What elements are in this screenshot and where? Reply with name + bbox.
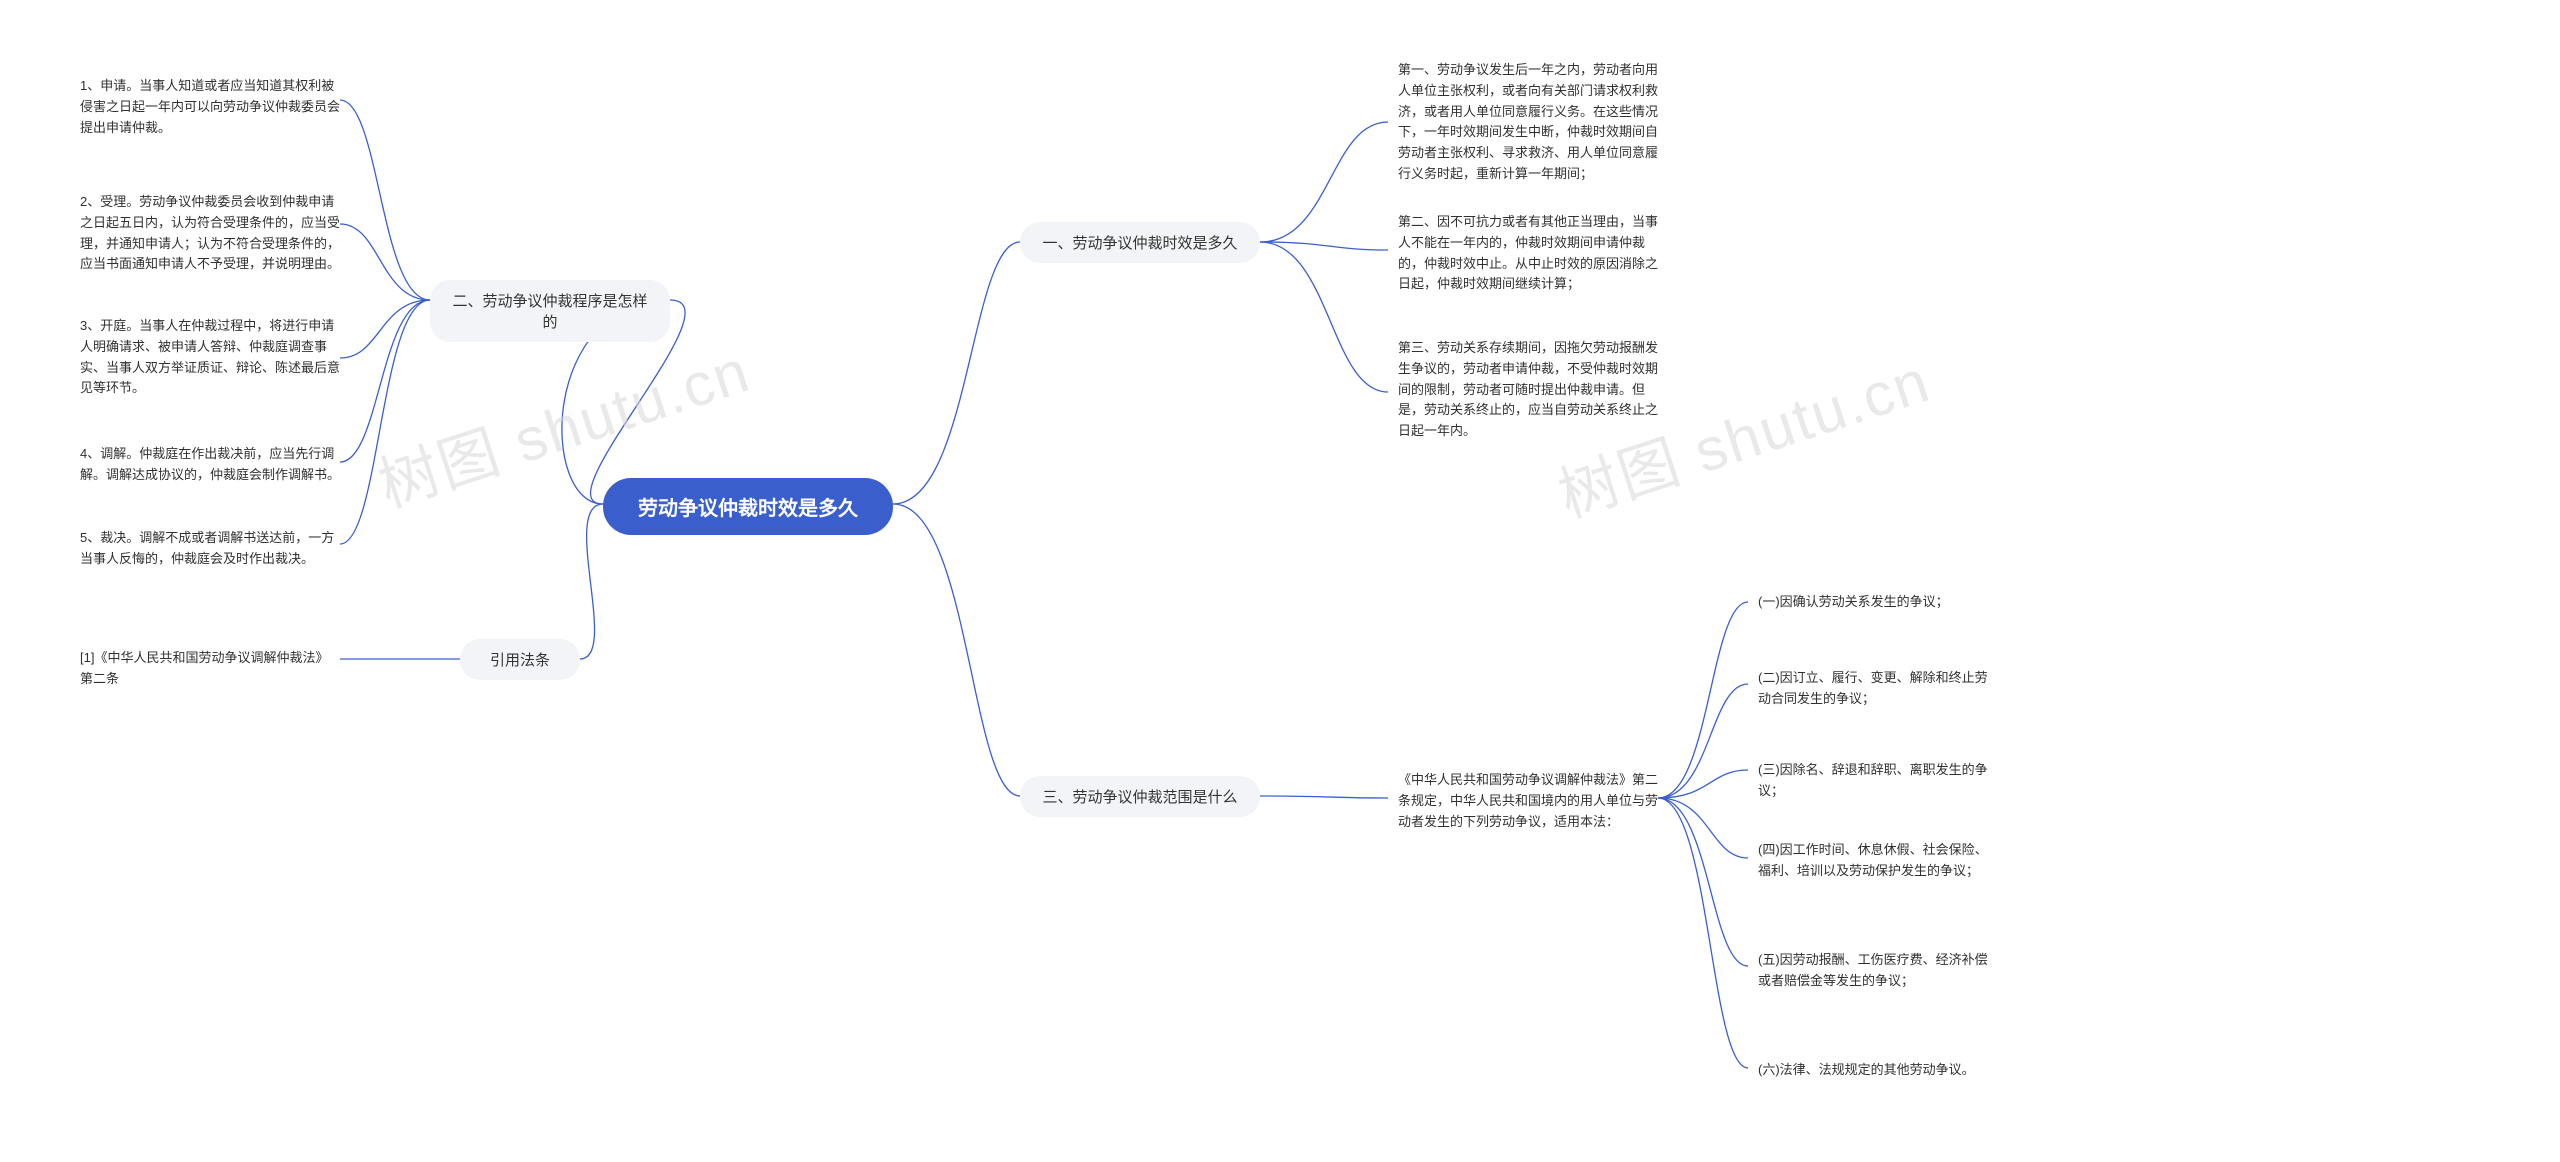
leaf-node: 4、调解。仲裁庭在作出裁决前，应当先行调解。调解达成协议的，仲裁庭会制作调解书。 xyxy=(80,444,340,486)
leaf-node: (二)因订立、履行、变更、解除和终止劳动合同发生的争议； xyxy=(1758,668,1998,710)
mindmap-canvas: 树图 shutu.cn 树图 shutu.cn 劳动争议仲裁时效是多久 一、劳动… xyxy=(0,0,2560,1162)
leaf-node: (一)因确认劳动关系发生的争议； xyxy=(1758,592,1998,613)
edge-layer xyxy=(0,0,2560,1162)
root-node[interactable]: 劳动争议仲裁时效是多久 xyxy=(603,478,893,535)
edge-layer-2 xyxy=(0,0,2560,1162)
branch-node-1[interactable]: 一、劳动争议仲裁时效是多久 xyxy=(1020,222,1260,263)
leaf-node: [1]《中华人民共和国劳动争议调解仲裁法》第二条 xyxy=(80,648,340,690)
leaf-node: (四)因工作时间、休息休假、社会保险、福利、培训以及劳动保护发生的争议； xyxy=(1758,840,1998,882)
leaf-node: (六)法律、法规规定的其他劳动争议。 xyxy=(1758,1060,1998,1081)
branch-node-2[interactable]: 二、劳动争议仲裁程序是怎样的 xyxy=(430,280,670,342)
leaf-node: 2、受理。劳动争议仲裁委员会收到仲裁申请之日起五日内，认为符合受理条件的，应当受… xyxy=(80,192,340,275)
leaf-node: 第三、劳动关系存续期间，因拖欠劳动报酬发生争议的，劳动者申请仲裁，不受仲裁时效期… xyxy=(1398,338,1658,442)
branch-node-3[interactable]: 三、劳动争议仲裁范围是什么 xyxy=(1020,776,1260,817)
leaf-node: 3、开庭。当事人在仲裁过程中，将进行申请人明确请求、被申请人答辩、仲裁庭调查事实… xyxy=(80,316,340,399)
leaf-node: (五)因劳动报酬、工伤医疗费、经济补偿或者赔偿金等发生的争议； xyxy=(1758,950,1998,992)
leaf-node: 第二、因不可抗力或者有其他正当理由，当事人不能在一年内的，仲裁时效期间申请仲裁的… xyxy=(1398,212,1658,295)
leaf-node: 第一、劳动争议发生后一年之内，劳动者向用人单位主张权利，或者向有关部门请求权利救… xyxy=(1398,60,1658,185)
leaf-node: 《中华人民共和国劳动争议调解仲裁法》第二条规定，中华人民共和国境内的用人单位与劳… xyxy=(1398,770,1658,832)
leaf-node: 1、申请。当事人知道或者应当知道其权利被侵害之日起一年内可以向劳动争议仲裁委员会… xyxy=(80,76,340,138)
leaf-node: (三)因除名、辞退和辞职、离职发生的争议； xyxy=(1758,760,1998,802)
leaf-node: 5、裁决。调解不成或者调解书送达前，一方当事人反悔的，仲裁庭会及时作出裁决。 xyxy=(80,528,340,570)
branch-node-4[interactable]: 引用法条 xyxy=(460,639,580,680)
